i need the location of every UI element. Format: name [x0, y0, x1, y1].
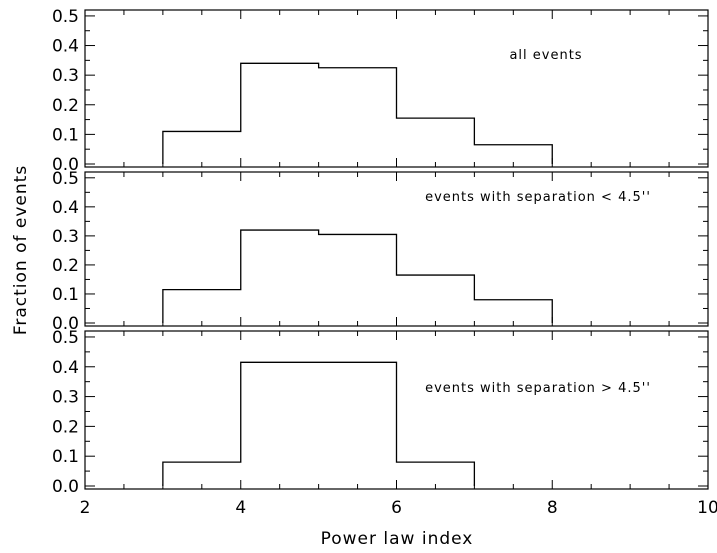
y-tick-label: 0.0	[52, 155, 79, 175]
y-tick-label: 0.4	[52, 198, 79, 218]
panel-annotation: all events	[509, 48, 582, 63]
y-axis-label: Fraction of events	[11, 165, 31, 335]
panel-annotation: events with separation < 4.5''	[425, 190, 651, 205]
y-tick-label: 0.5	[52, 7, 79, 27]
y-tick-label: 0.1	[52, 447, 79, 467]
y-tick-label: 0.3	[52, 66, 79, 86]
histogram-outline	[162, 62, 553, 164]
histogram-bar	[397, 275, 475, 323]
y-tick-label: 0.4	[52, 358, 79, 378]
histogram-bar	[241, 63, 319, 164]
y-tick-label: 0.5	[52, 169, 79, 189]
histogram-bar	[241, 362, 397, 486]
x-tick-label: 10	[697, 498, 717, 518]
y-tick-label: 0.1	[52, 125, 79, 145]
histogram-bar	[319, 234, 397, 323]
y-tick-label: 0.2	[52, 417, 79, 437]
panel-2: 0.0 0.1 0.2 0.3 0.4 0.5 events with separation…	[52, 169, 709, 334]
histogram-bar	[163, 290, 241, 323]
x-tick-label: 4	[235, 498, 246, 518]
histogram-bar	[163, 462, 241, 486]
panel-1: 0.0 0.1 0.2 0.3 0.4 0.5 all events	[52, 7, 709, 175]
y-tick-label: 0.2	[52, 96, 79, 116]
y-tick-label: 0.4	[52, 37, 79, 57]
y-tick-label: 0.3	[52, 388, 79, 408]
y-tick-label: 0.0	[52, 477, 79, 497]
x-tick-label: 2	[80, 498, 91, 518]
histogram-bar	[163, 131, 241, 164]
x-axis-label: Power law index	[321, 529, 474, 549]
panel-3: 0.0 0.1 0.2 0.3 0.4 0.5 events with separation…	[52, 328, 709, 497]
y-tick-label: 0.0	[52, 314, 79, 334]
histogram-bar	[474, 145, 552, 164]
y-tick-label: 0.3	[52, 227, 79, 247]
x-tick-label: 8	[547, 498, 558, 518]
histogram-outline	[162, 229, 553, 323]
x-tick-label: 6	[391, 498, 402, 518]
y-tick-label: 0.5	[52, 328, 79, 348]
histogram-bar	[319, 68, 397, 164]
histogram-bar	[474, 300, 552, 323]
y-tick-label: 0.1	[52, 285, 79, 305]
histogram-bar	[397, 462, 475, 486]
histogram-bar	[241, 230, 319, 323]
histogram-outline	[162, 361, 476, 486]
y-tick-label: 0.2	[52, 256, 79, 276]
histogram-bar	[397, 118, 475, 164]
panel-annotation: events with separation > 4.5''	[425, 381, 651, 396]
